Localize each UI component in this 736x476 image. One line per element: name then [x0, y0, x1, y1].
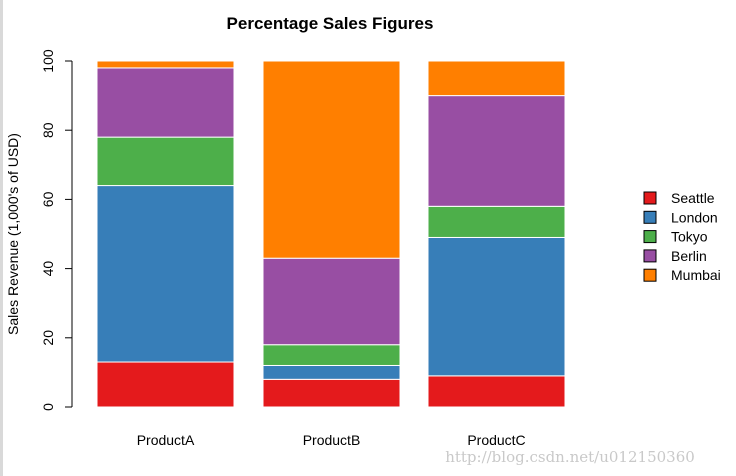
bars-group — [96, 60, 566, 408]
legend-swatch-london — [643, 210, 657, 224]
y-axis-label: Sales Revenue (1,000's of USD) — [5, 133, 21, 335]
legend-swatch-tokyo — [643, 230, 657, 244]
bar-producta-london — [96, 185, 235, 363]
x-label-productc: ProductC — [467, 432, 525, 448]
watermark: http://blog.csdn.net/u012150360 — [445, 448, 695, 466]
left-border — [0, 0, 3, 476]
y-tick-label-20: 20 — [40, 330, 56, 346]
bar-producta-mumbai — [96, 60, 235, 69]
x-label-productb: ProductB — [303, 432, 361, 448]
y-tick-label-60: 60 — [40, 191, 56, 207]
legend-label-seattle: Seattle — [671, 190, 715, 206]
bar-productc-seattle — [427, 375, 566, 408]
x-axis-labels: ProductA ProductB ProductC — [137, 432, 526, 448]
legend: Seattle London Tokyo Berlin Mumbai — [643, 190, 721, 283]
bar-productc-mumbai — [427, 60, 566, 97]
legend-swatch-mumbai — [643, 268, 657, 282]
bar-producta-tokyo — [96, 136, 235, 187]
chart-title: Percentage Sales Figures — [227, 14, 434, 33]
bar-producta-berlin — [96, 67, 235, 138]
y-tick-label-100: 100 — [40, 49, 56, 73]
legend-label-london: London — [671, 209, 718, 225]
bar-productc-london — [427, 236, 566, 377]
bar-productb-seattle — [262, 378, 401, 408]
bar-productc-tokyo — [427, 205, 566, 238]
y-tick-label-40: 40 — [40, 261, 56, 277]
bar-productb-mumbai — [262, 60, 401, 259]
bar-productc-berlin — [427, 95, 566, 207]
bar-productb-london — [262, 364, 401, 380]
legend-label-tokyo: Tokyo — [671, 229, 708, 245]
legend-label-mumbai: Mumbai — [671, 267, 721, 283]
bar-productb-tokyo — [262, 344, 401, 366]
legend-swatch-seattle — [643, 191, 657, 205]
bar-productb-berlin — [262, 257, 401, 346]
bar-producta-seattle — [96, 361, 235, 408]
legend-swatch-berlin — [643, 249, 657, 263]
legend-label-berlin: Berlin — [671, 248, 707, 264]
y-tick-label-80: 80 — [40, 122, 56, 138]
x-label-producta: ProductA — [137, 432, 195, 448]
y-tick-label-0: 0 — [40, 403, 56, 411]
y-axis: 0 20 40 60 80 100 — [40, 49, 73, 411]
